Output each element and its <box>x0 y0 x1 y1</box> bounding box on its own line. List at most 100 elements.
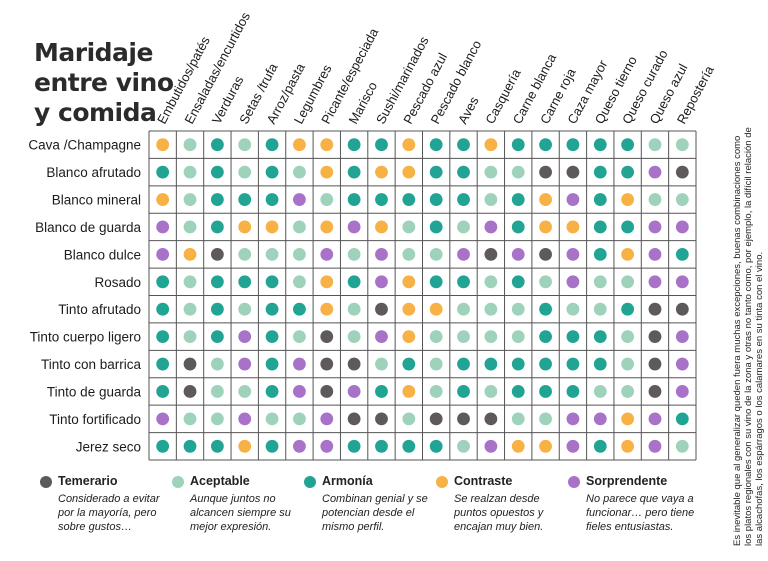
side-note: Es inevitable que al generalizar queden … <box>732 127 765 546</box>
pairing-dot-aceptable <box>429 247 443 261</box>
pairing-dot-contraste <box>621 247 635 261</box>
pairing-dot-contraste <box>375 220 388 234</box>
pairing-dot-armonia <box>238 275 252 289</box>
pairing-dot-sorprendente <box>320 412 334 426</box>
pairing-dot-aceptable <box>293 165 306 179</box>
legend-description: Se realzan desde puntos opuestos y encaj… <box>454 493 544 533</box>
legend: Temerario Considerado a evitar por la ma… <box>40 474 700 554</box>
pairing-dot-sorprendente <box>675 385 689 398</box>
legend-label: Contraste <box>454 474 513 488</box>
pairing-dot-aceptable <box>183 275 197 289</box>
pairing-dot-aceptable <box>183 302 197 316</box>
pairing-dot-aceptable <box>429 357 443 371</box>
pairing-dot-armonia <box>429 165 443 179</box>
legend-description: Combinan genial y se potencian desde el … <box>322 493 428 533</box>
pairing-dot-sorprendente <box>320 247 334 261</box>
legend-label: Sorprendente <box>586 474 668 488</box>
pairing-dot-armonia <box>621 138 635 152</box>
pairing-dot-armonia <box>402 357 416 371</box>
pairing-dot-armonia <box>210 193 224 206</box>
pairing-dot-contraste <box>539 439 552 453</box>
pairing-dot-armonia <box>566 357 580 371</box>
pairing-dot-sorprendente <box>675 357 689 371</box>
legend-dot-icon <box>172 476 184 488</box>
pairing-dot-armonia <box>457 193 470 206</box>
title-line: entre vino <box>34 68 174 97</box>
pairing-dot-aceptable <box>183 412 197 426</box>
row-label-tinto-de-guarda: Tinto de guarda <box>47 384 142 399</box>
row-label-cava-champagne: Cava /Champagne <box>28 138 141 153</box>
row-label-tinto-con-barrica: Tinto con barrica <box>41 357 142 372</box>
pairing-dot-aceptable <box>347 302 361 316</box>
pairing-dot-sorprendente <box>375 330 388 344</box>
pairing-dot-armonia <box>402 193 416 206</box>
pairing-dot-armonia <box>539 302 552 316</box>
pairing-dot-aceptable <box>238 385 252 398</box>
pairing-dot-aceptable <box>539 275 552 289</box>
pairing-dot-contraste <box>511 439 525 453</box>
title-line: y comida <box>34 98 157 127</box>
pairing-dot-contraste <box>183 247 197 261</box>
pairing-dot-armonia <box>511 220 525 234</box>
pairing-dot-aceptable <box>621 330 635 344</box>
pairing-dot-aceptable <box>402 220 416 234</box>
pairing-dot-armonia <box>156 165 170 179</box>
pairing-dot-armonia <box>429 275 443 289</box>
pairing-dot-armonia <box>593 138 607 152</box>
pairing-dot-sorprendente <box>156 247 170 261</box>
pairing-dot-sorprendente <box>675 330 689 344</box>
pairing-dot-sorprendente <box>648 439 662 453</box>
pairing-dot-aceptable <box>457 302 470 316</box>
legend-dot-icon <box>568 476 580 488</box>
pairing-dot-sorprendente <box>566 275 580 289</box>
pairing-dot-armonia <box>539 357 552 371</box>
legend-dot-icon <box>436 476 448 488</box>
pairing-dot-aceptable <box>457 220 470 234</box>
pairing-dot-aceptable <box>457 330 470 344</box>
pairing-dot-armonia <box>621 220 635 234</box>
pairing-dot-aceptable <box>511 412 525 426</box>
pairing-dot-armonia <box>210 275 224 289</box>
pairing-dot-aceptable <box>375 357 388 371</box>
pairing-dot-armonia <box>265 302 279 316</box>
pairing-dot-temerario <box>375 412 388 426</box>
pairing-dot-aceptable <box>566 302 580 316</box>
pairing-dot-sorprendente <box>648 247 662 261</box>
pairing-dot-aceptable <box>593 275 607 289</box>
pairing-dot-armonia <box>156 330 170 344</box>
pairing-dot-armonia <box>429 439 443 453</box>
pairing-dot-temerario <box>183 385 197 398</box>
pairing-dot-armonia <box>238 193 252 206</box>
pairing-dot-armonia <box>675 247 689 261</box>
pairing-dot-armonia <box>457 165 470 179</box>
pairing-dot-aceptable <box>293 275 306 289</box>
pairing-dot-sorprendente <box>484 220 498 234</box>
pairing-dot-contraste <box>156 193 170 206</box>
pairing-dot-temerario <box>675 165 689 179</box>
pairing-dot-armonia <box>484 357 498 371</box>
pairing-dot-armonia <box>375 138 388 152</box>
pairing-dot-armonia <box>156 302 170 316</box>
pairing-dot-aceptable <box>593 385 607 398</box>
pairing-matrix: Embutidos/patésEnsaladas/encurtidosVerdu… <box>28 9 717 461</box>
pairing-dot-aceptable <box>484 330 498 344</box>
pairing-dot-armonia <box>566 385 580 398</box>
pairing-dot-armonia <box>265 165 279 179</box>
pairing-dot-aceptable <box>210 357 224 371</box>
pairing-dot-temerario <box>347 412 361 426</box>
pairing-dot-aceptable <box>621 357 635 371</box>
pairing-dot-contraste <box>402 302 416 316</box>
pairing-dot-contraste <box>375 165 388 179</box>
pairing-dot-contraste <box>320 138 334 152</box>
title-line: Maridaje <box>34 38 153 67</box>
pairing-dot-sorprendente <box>648 165 662 179</box>
pairing-dot-sorprendente <box>293 357 306 371</box>
pairing-dot-aceptable <box>675 439 689 453</box>
pairing-dot-contraste <box>621 193 635 206</box>
pairing-dot-aceptable <box>183 138 197 152</box>
pairing-dot-aceptable <box>238 165 252 179</box>
pairing-dot-aceptable <box>293 247 306 261</box>
pairing-dot-aceptable <box>675 138 689 152</box>
pairing-dot-armonia <box>593 165 607 179</box>
pairing-dot-armonia <box>593 247 607 261</box>
